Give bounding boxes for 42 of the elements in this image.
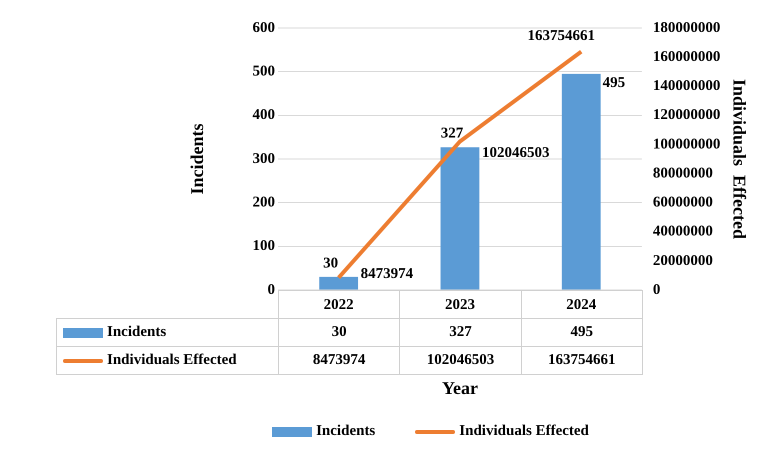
legend-label: Incidents [316,423,376,440]
y2-tick-label: 20000000 [652,252,713,269]
data-label: 327 [440,126,464,142]
text: 327 [449,324,472,341]
bar [440,147,480,290]
bar [319,276,358,290]
y2-tick-label: 140000000 [652,78,720,94]
y2-tick-label: 60000000 [652,194,713,211]
text: Incidents [107,324,166,340]
y-tick-label: 200 [252,194,275,211]
y-axis-title: Incidents [187,123,207,195]
text: 495 [570,324,593,341]
y-tick-label: 0 [268,282,275,298]
bar [562,74,601,290]
x-tick-label: 2024 [566,296,597,313]
y-tick-label: 600 [252,20,275,36]
y-tick-label: 100 [252,238,275,254]
y2-tick-label: 160000000 [652,48,720,65]
x-tick-label: 2023 [444,296,475,313]
y-tick-label: 400 [252,107,275,124]
x-tick-label: 2022 [324,296,354,313]
y2-axis-title: Individuals Effected [730,78,750,240]
y2-tick-label: 80000000 [652,165,713,182]
data-label: 163754661 [528,28,595,44]
text: 163754661 [548,352,616,369]
y2-tick-label: 0 [652,282,660,298]
text: 8473974 [312,352,366,369]
y-tick-label: 300 [252,150,275,167]
y2-tick-label: 120000000 [652,107,720,124]
data-label: 30 [323,255,338,272]
y2-tick-label: 100000000 [652,136,720,152]
y2-tick-label: 40000000 [652,224,713,240]
y2-tick-label: 180000000 [652,20,720,36]
data-label: 495 [602,75,626,92]
text: 102046503 [426,352,494,369]
text: Individuals Effected [459,423,589,439]
data-label: 8473974 [360,266,414,282]
data-label: 102046503 [482,144,550,161]
legend-label: Individuals Effected [107,352,237,369]
x-axis-title: Year [442,378,478,398]
text: 30 [332,324,347,341]
y-tick-label: 500 [252,64,275,80]
